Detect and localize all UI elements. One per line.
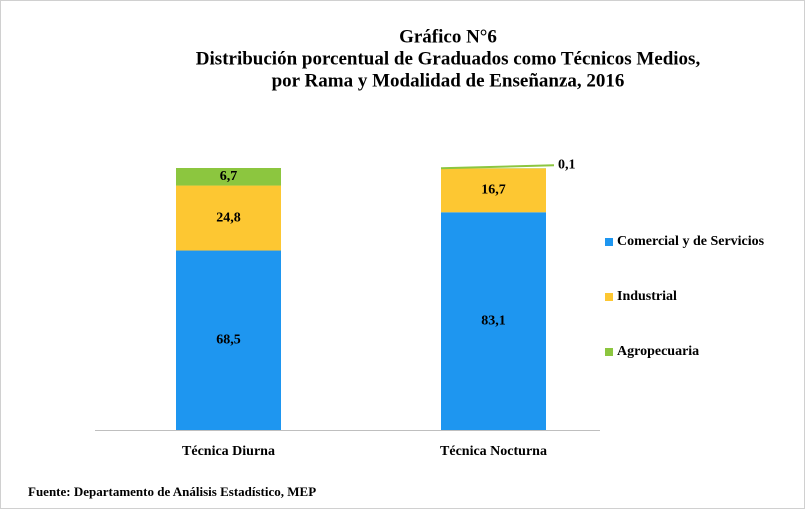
x-tick-label: Técnica Diurna [182, 444, 275, 459]
chart-title: Gráfico N°6 [399, 26, 497, 47]
bar-segment [441, 212, 546, 430]
data-label: 83,1 [481, 313, 506, 328]
data-label: 0,1 [558, 157, 576, 172]
legend-label: Agropecuaria [617, 344, 699, 359]
legend-label: Industrial [617, 289, 677, 304]
bar-segment [441, 168, 546, 213]
legend-swatch [605, 293, 613, 301]
bar-segment [176, 250, 281, 430]
legend-swatch [605, 238, 613, 246]
chart-subtitle: Distribución porcentual de Graduados com… [196, 48, 701, 69]
bar-segment [176, 185, 281, 251]
data-label: 24,8 [216, 210, 241, 225]
source: Fuente: Departamento de Análisis Estadís… [28, 484, 316, 499]
legend-label: Comercial y de Servicios [617, 234, 765, 249]
leader-line [440, 164, 555, 170]
chart-subtitle: por Rama y Modalidad de Enseñanza, 2016 [272, 70, 625, 91]
data-label: 68,5 [216, 332, 241, 347]
data-label: 16,7 [481, 183, 506, 198]
x-tick-label: Técnica Nocturna [440, 444, 547, 459]
legend-swatch [605, 348, 613, 356]
data-label: 6,7 [220, 169, 238, 184]
bar-segment [176, 168, 281, 186]
